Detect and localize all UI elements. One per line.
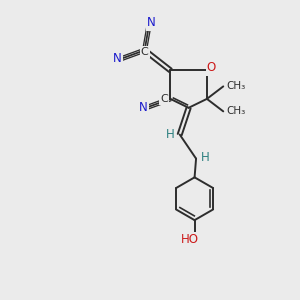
Text: C: C — [160, 94, 168, 104]
Text: CH₃: CH₃ — [226, 106, 245, 116]
Text: CH₃: CH₃ — [226, 81, 245, 92]
Text: O: O — [207, 61, 216, 74]
Text: C: C — [141, 47, 148, 57]
Text: H: H — [166, 128, 175, 141]
Text: H: H — [201, 151, 210, 164]
Text: N: N — [113, 52, 122, 65]
Text: N: N — [147, 16, 156, 29]
Text: HO: HO — [181, 233, 199, 246]
Text: N: N — [139, 101, 147, 114]
